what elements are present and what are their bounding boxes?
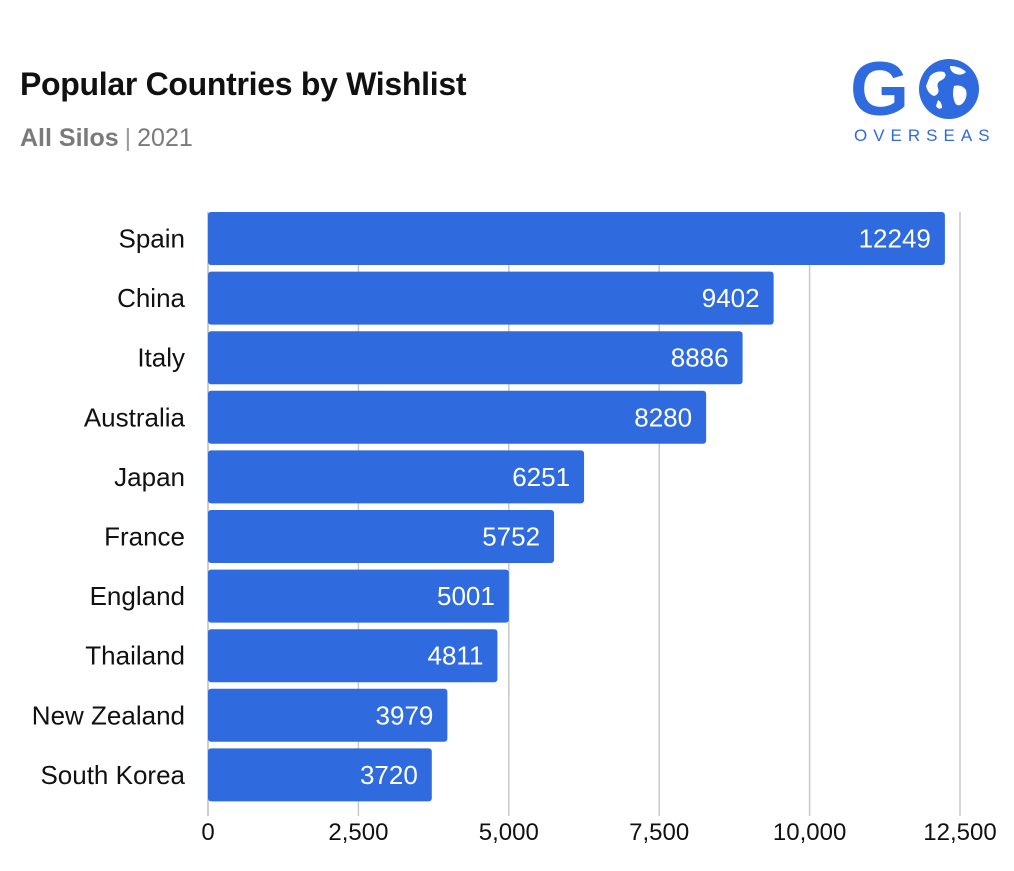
category-label: South Korea: [40, 760, 185, 790]
category-label: China: [117, 283, 185, 313]
bar-france: [208, 510, 555, 563]
value-label: 5752: [482, 522, 540, 552]
category-label: Australia: [84, 402, 186, 432]
bar-spain: [208, 212, 945, 265]
category-label: Italy: [137, 343, 185, 373]
go-overseas-logo: G OVERSEAS: [848, 47, 992, 150]
x-tick-label: 2,500: [328, 819, 388, 846]
x-tick-label: 10,000: [773, 819, 846, 846]
chart-subtitle: All Silos | 2021: [20, 124, 193, 153]
value-label: 5001: [437, 581, 495, 611]
category-label: Thailand: [85, 641, 185, 671]
category-label: England: [90, 581, 185, 611]
value-label: 3720: [360, 760, 418, 790]
bar-china: [208, 271, 774, 325]
x-tick-label: 7,500: [629, 819, 689, 846]
value-label: 12249: [859, 224, 931, 254]
bar-thailand: [208, 629, 498, 683]
bar-italy: [208, 331, 743, 385]
value-label: 8280: [634, 402, 692, 432]
value-label: 6251: [512, 462, 570, 492]
globe-icon: [919, 59, 979, 119]
value-label: 3979: [376, 700, 434, 730]
bar-australia: [208, 390, 707, 444]
category-label: Japan: [114, 462, 185, 492]
subtitle-year: 2021: [137, 124, 193, 152]
category-label: New Zealand: [32, 700, 185, 730]
subtitle-separator: |: [124, 124, 132, 152]
subtitle-silos: All Silos: [20, 124, 119, 152]
bar-south-korea: [208, 748, 432, 802]
logo-overseas-text: OVERSEAS: [854, 126, 996, 145]
bar-england: [208, 569, 509, 623]
chart-title: Popular Countries by Wishlist: [20, 66, 467, 102]
category-label: Spain: [119, 224, 186, 254]
value-label: 4811: [428, 641, 484, 671]
value-label: 9402: [702, 283, 760, 313]
bar-japan: [208, 450, 585, 504]
category-label: France: [104, 522, 185, 552]
logo-letter: G: [850, 47, 909, 132]
bar-new-zealand: [208, 688, 448, 742]
value-label: 8886: [671, 343, 729, 373]
x-tick-label: 0: [201, 819, 214, 846]
x-tick-label: 5,000: [479, 819, 539, 846]
x-tick-label: 12,500: [923, 819, 996, 846]
